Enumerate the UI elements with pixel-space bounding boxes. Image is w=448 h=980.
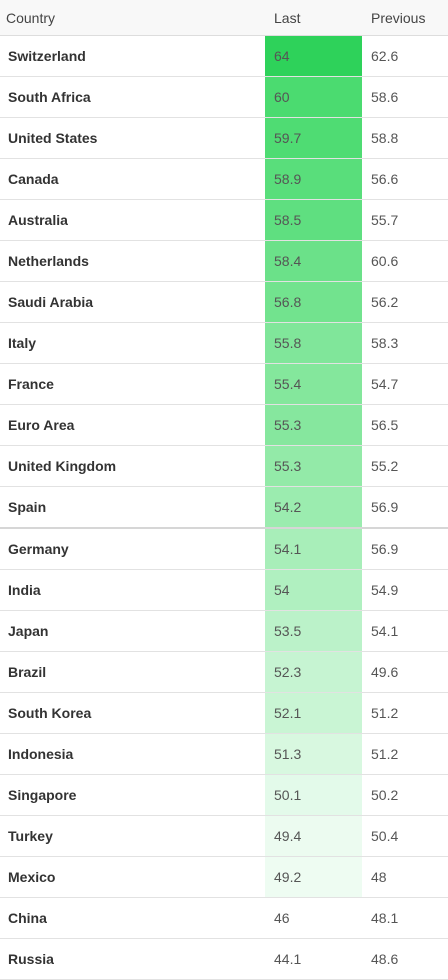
previous-value-cell: 55.2 xyxy=(362,445,448,487)
country-cell[interactable]: Mexico xyxy=(0,856,265,898)
table-row[interactable]: Japan 53.5 54.1 xyxy=(0,610,448,652)
country-cell[interactable]: South Korea xyxy=(0,692,265,734)
country-cell[interactable]: Spain xyxy=(0,486,265,529)
last-value-cell: 54 xyxy=(265,569,362,611)
previous-value-cell: 58.6 xyxy=(362,76,448,118)
table-row[interactable]: Indonesia 51.3 51.2 xyxy=(0,733,448,775)
previous-value-cell: 51.2 xyxy=(362,733,448,775)
table-row[interactable]: Saudi Arabia 56.8 56.2 xyxy=(0,281,448,323)
previous-value-cell: 51.2 xyxy=(362,692,448,734)
country-cell[interactable]: India xyxy=(0,569,265,611)
country-cell[interactable]: Russia xyxy=(0,938,265,980)
country-cell[interactable]: Japan xyxy=(0,610,265,652)
table-row[interactable]: Turkey 49.4 50.4 xyxy=(0,815,448,857)
last-value-cell: 49.2 xyxy=(265,856,362,898)
previous-value-cell: 58.8 xyxy=(362,117,448,159)
table-row[interactable]: India 54 54.9 xyxy=(0,569,448,611)
table-row[interactable]: Netherlands 58.4 60.6 xyxy=(0,240,448,282)
previous-value-cell: 60.6 xyxy=(362,240,448,282)
country-cell[interactable]: United States xyxy=(0,117,265,159)
column-header-last[interactable]: Last xyxy=(265,0,362,36)
last-value-cell: 44.1 xyxy=(265,938,362,980)
last-value-cell: 64 xyxy=(265,35,362,77)
last-value-cell: 58.5 xyxy=(265,199,362,241)
table-row[interactable]: Singapore 50.1 50.2 xyxy=(0,774,448,816)
last-value-cell: 52.1 xyxy=(265,692,362,734)
last-value-cell: 46 xyxy=(265,897,362,939)
country-cell[interactable]: Germany xyxy=(0,528,265,570)
last-value-cell: 55.8 xyxy=(265,322,362,364)
last-value-cell: 55.3 xyxy=(265,404,362,446)
column-header-country[interactable]: Country xyxy=(0,0,265,36)
country-cell[interactable]: Canada xyxy=(0,158,265,200)
previous-value-cell: 48.1 xyxy=(362,897,448,939)
last-value-cell: 54.1 xyxy=(265,528,362,570)
last-value-cell: 60 xyxy=(265,76,362,118)
last-value-cell: 49.4 xyxy=(265,815,362,857)
table-row[interactable]: United States 59.7 58.8 xyxy=(0,117,448,159)
last-value-cell: 53.5 xyxy=(265,610,362,652)
previous-value-cell: 50.4 xyxy=(362,815,448,857)
last-value-cell: 58.4 xyxy=(265,240,362,282)
table-row[interactable]: Italy 55.8 58.3 xyxy=(0,322,448,364)
previous-value-cell: 54.7 xyxy=(362,363,448,405)
country-cell[interactable]: South Africa xyxy=(0,76,265,118)
table-header-row: Country Last Previous xyxy=(0,0,448,36)
table-row[interactable]: Russia 44.1 48.6 xyxy=(0,938,448,980)
table-row[interactable]: Mexico 49.2 48 xyxy=(0,856,448,898)
column-header-previous[interactable]: Previous xyxy=(362,0,448,36)
last-value-cell: 50.1 xyxy=(265,774,362,816)
country-cell[interactable]: Turkey xyxy=(0,815,265,857)
previous-value-cell: 48 xyxy=(362,856,448,898)
previous-value-cell: 56.9 xyxy=(362,486,448,529)
country-cell[interactable]: Singapore xyxy=(0,774,265,816)
table-body: Switzerland 64 62.6 South Africa 60 58.6 Unite… xyxy=(0,35,448,980)
table-row[interactable]: Germany 54.1 56.9 xyxy=(0,528,448,570)
previous-value-cell: 58.3 xyxy=(362,322,448,364)
country-cell[interactable]: Brazil xyxy=(0,651,265,693)
table-row[interactable]: China 46 48.1 xyxy=(0,897,448,939)
previous-value-cell: 55.7 xyxy=(362,199,448,241)
previous-value-cell: 56.5 xyxy=(362,404,448,446)
table-row[interactable]: Canada 58.9 56.6 xyxy=(0,158,448,200)
previous-value-cell: 50.2 xyxy=(362,774,448,816)
previous-value-cell: 54.9 xyxy=(362,569,448,611)
table-row[interactable]: Euro Area 55.3 56.5 xyxy=(0,404,448,446)
country-cell[interactable]: China xyxy=(0,897,265,939)
country-cell[interactable]: France xyxy=(0,363,265,405)
previous-value-cell: 56.6 xyxy=(362,158,448,200)
last-value-cell: 58.9 xyxy=(265,158,362,200)
last-value-cell: 55.3 xyxy=(265,445,362,487)
previous-value-cell: 56.9 xyxy=(362,528,448,570)
last-value-cell: 56.8 xyxy=(265,281,362,323)
table-row[interactable]: United Kingdom 55.3 55.2 xyxy=(0,445,448,487)
last-value-cell: 52.3 xyxy=(265,651,362,693)
last-value-cell: 54.2 xyxy=(265,486,362,529)
table-row[interactable]: Switzerland 64 62.6 xyxy=(0,35,448,77)
table-row[interactable]: Spain 54.2 56.9 xyxy=(0,486,448,529)
last-value-cell: 55.4 xyxy=(265,363,362,405)
previous-value-cell: 62.6 xyxy=(362,35,448,77)
country-cell[interactable]: Switzerland xyxy=(0,35,265,77)
previous-value-cell: 54.1 xyxy=(362,610,448,652)
table-row[interactable]: South Africa 60 58.6 xyxy=(0,76,448,118)
country-cell[interactable]: Italy xyxy=(0,322,265,364)
table-row[interactable]: South Korea 52.1 51.2 xyxy=(0,692,448,734)
previous-value-cell: 56.2 xyxy=(362,281,448,323)
country-cell[interactable]: Euro Area xyxy=(0,404,265,446)
table-row[interactable]: France 55.4 54.7 xyxy=(0,363,448,405)
country-cell[interactable]: Australia xyxy=(0,199,265,241)
table-row[interactable]: Brazil 52.3 49.6 xyxy=(0,651,448,693)
last-value-cell: 59.7 xyxy=(265,117,362,159)
previous-value-cell: 48.6 xyxy=(362,938,448,980)
country-cell[interactable]: United Kingdom xyxy=(0,445,265,487)
country-cell[interactable]: Netherlands xyxy=(0,240,265,282)
table-row[interactable]: Australia 58.5 55.7 xyxy=(0,199,448,241)
previous-value-cell: 49.6 xyxy=(362,651,448,693)
last-value-cell: 51.3 xyxy=(265,733,362,775)
country-cell[interactable]: Saudi Arabia xyxy=(0,281,265,323)
country-cell[interactable]: Indonesia xyxy=(0,733,265,775)
